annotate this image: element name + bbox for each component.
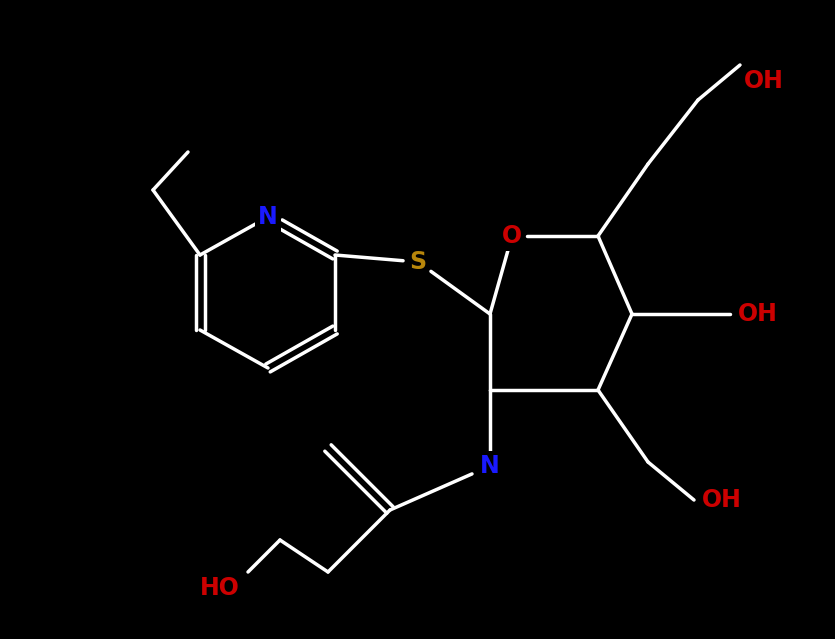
Text: OH: OH	[702, 488, 741, 512]
Text: N: N	[480, 454, 500, 478]
Text: HO: HO	[200, 576, 240, 600]
Text: N: N	[258, 205, 278, 229]
Text: S: S	[409, 250, 427, 274]
Text: O: O	[502, 224, 522, 248]
Text: OH: OH	[744, 69, 784, 93]
Text: OH: OH	[738, 302, 778, 326]
